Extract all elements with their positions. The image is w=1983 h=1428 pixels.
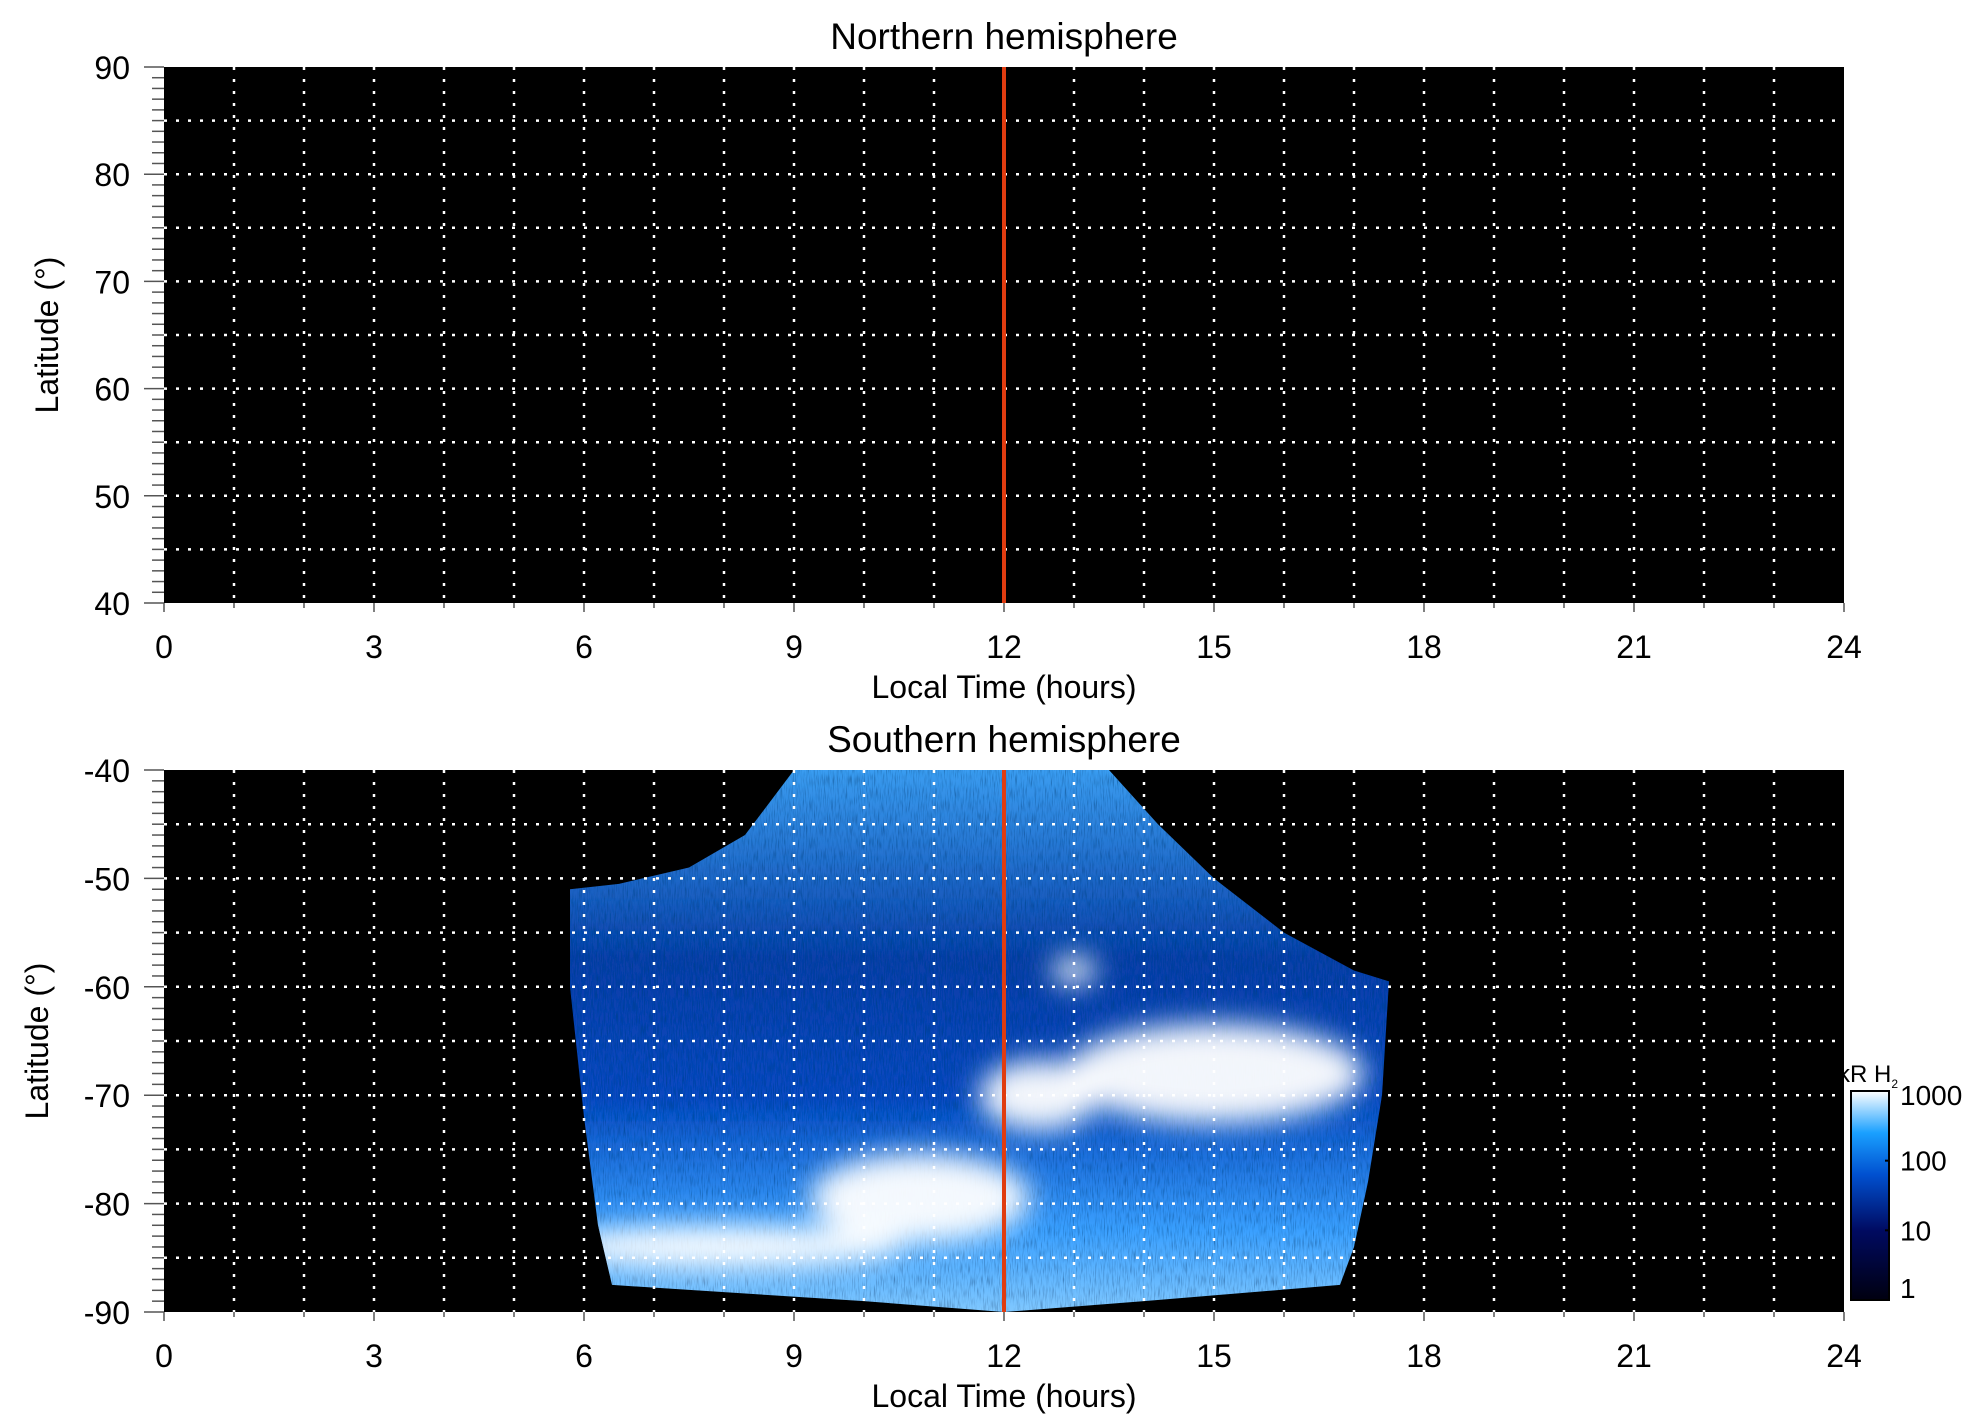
y-tick-label: -40 [84, 753, 130, 789]
bright-region [810, 1153, 1030, 1244]
x-tick-label: 15 [1196, 629, 1232, 665]
y-tick-label: -70 [84, 1078, 130, 1114]
x-tick-label: 6 [575, 629, 593, 665]
x-tick-label: 15 [1196, 1338, 1232, 1374]
y-tick-label: 40 [94, 586, 130, 622]
x-tick-label: 12 [986, 629, 1022, 665]
x-tick-label: 21 [1616, 1338, 1652, 1374]
x-tick-label: 9 [785, 1338, 803, 1374]
y-tick-label: -50 [84, 861, 130, 897]
x-axis-label: Local Time (hours) [872, 669, 1137, 705]
y-tick-label: -80 [84, 1187, 130, 1223]
x-tick-label: 3 [365, 629, 383, 665]
colorbar-gradient [1850, 1090, 1890, 1301]
x-tick-label: 6 [575, 1338, 593, 1374]
colorbar-tick-label: 100 [1900, 1146, 1947, 1177]
x-tick-label: 18 [1406, 1338, 1442, 1374]
panel-title: Northern hemisphere [830, 16, 1178, 57]
bright-region [979, 1060, 1099, 1131]
x-tick-label: 12 [986, 1338, 1022, 1374]
x-tick-label: 3 [365, 1338, 383, 1374]
bright-region [1052, 956, 1096, 985]
x-tick-label: 9 [785, 629, 803, 665]
x-tick-label: 24 [1826, 1338, 1862, 1374]
y-tick-label: 90 [94, 50, 130, 86]
emission-region [570, 770, 1389, 1312]
y-tick-label: 70 [94, 264, 130, 300]
x-tick-label: 0 [155, 1338, 173, 1374]
northern-panel: 0 3 6 9 12 15 18 21 24 40 50 60 70 80 90 Northern hemis… [29, 16, 1862, 705]
colorbar-tick-label: 1000 [1900, 1080, 1962, 1111]
x-tick-label: 21 [1616, 629, 1652, 665]
bright-region [1064, 1023, 1364, 1124]
x-tick-label: 0 [155, 629, 173, 665]
y-tick-label: 50 [94, 479, 130, 515]
y-axis-label: Latitude (°) [19, 963, 55, 1120]
x-tick-label: 18 [1406, 629, 1442, 665]
y-tick-label: -60 [84, 970, 130, 1006]
colorbar: kR H2 1 10 100 1000 [1838, 1061, 1962, 1304]
colorbar-tick-label: 10 [1900, 1215, 1931, 1246]
southern-panel: 0 3 6 9 12 15 18 21 24 -90 -80 -70 -60 -50 -40 Southern… [19, 719, 1862, 1414]
panel-title: Southern hemisphere [827, 719, 1181, 760]
y-tick-label: 60 [94, 372, 130, 408]
y-tick-label: 80 [94, 157, 130, 193]
y-tick-label: -90 [84, 1295, 130, 1331]
y-axis-label: Latitude (°) [29, 257, 65, 414]
colorbar-tick-label: 1 [1900, 1273, 1916, 1304]
colorbar-title: kR H2 [1838, 1061, 1898, 1091]
x-tick-label: 24 [1826, 629, 1862, 665]
x-axis-label: Local Time (hours) [872, 1378, 1137, 1414]
